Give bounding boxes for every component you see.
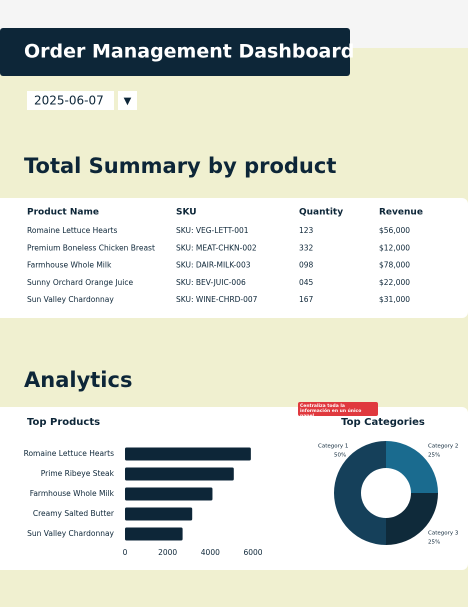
pie-slice [386, 493, 438, 545]
x-tick-label: 6000 [243, 548, 262, 557]
table-cell: 123 [299, 226, 314, 235]
legend-label: Category 1 [318, 444, 348, 450]
value-label: 25% [428, 540, 440, 546]
value-label: 25% [428, 453, 440, 459]
table-cell: 045 [299, 278, 314, 287]
column-header: Product Name [27, 208, 99, 218]
table-cell: SKU: DAIR-MILK-003 [176, 261, 251, 270]
pie-slice [334, 441, 386, 545]
table-cell: SKU: VEG-LETT-001 [176, 226, 249, 235]
chart-title: Top Products [27, 417, 100, 428]
column-header: Quantity [299, 208, 343, 218]
table-cell: $56,000 [379, 226, 410, 235]
column-header: SKU [176, 208, 197, 218]
bar [125, 527, 183, 541]
bar [125, 467, 234, 481]
table-cell: 098 [299, 261, 314, 270]
date-button[interactable] [118, 91, 137, 110]
date-button-icon[interactable]: ▼ [124, 96, 132, 107]
chart-title: Top Categories [341, 417, 425, 428]
value-label: 50% [334, 453, 346, 459]
table-cell: 167 [299, 295, 314, 304]
table-cell: $31,000 [379, 295, 410, 304]
table-cell: SKU: BEV-JUIC-006 [176, 278, 246, 287]
bar [125, 507, 193, 521]
date-input[interactable] [27, 91, 114, 110]
tooltip: Centraliza toda la información en un úni… [298, 402, 378, 419]
table-cell: SKU: MEAT-CHKN-002 [176, 243, 257, 252]
table-cell: Sun Valley Chardonnay [27, 295, 114, 304]
header-title: Order Management Dashboard [24, 41, 354, 63]
header-bar [0, 28, 350, 76]
pie-slice [386, 441, 438, 493]
table-cell: $78,000 [379, 261, 410, 270]
table-cell: SKU: WINE-CHRD-007 [176, 295, 258, 304]
table-cell: Sunny Orchard Orange Juice [27, 278, 134, 287]
column-header: Revenue [379, 208, 423, 218]
y-tick-label: Creamy Salted Butter [33, 509, 115, 518]
y-tick-label: Sun Valley Chardonnay [27, 529, 114, 538]
table-cell: Romaine Lettuce Hearts [27, 226, 117, 235]
section-title: Analytics [24, 368, 132, 392]
table-cell: $12,000 [379, 243, 410, 252]
table-cell: Premium Boneless Chicken Breast [27, 243, 155, 252]
y-tick-label: Prime Ribeye Steak [41, 469, 115, 478]
table-cell: $22,000 [379, 278, 410, 287]
legend-label: Category 3 [428, 531, 459, 537]
table-panel [0, 198, 468, 318]
legend-label: Category 2 [428, 444, 458, 450]
date-value[interactable]: 2025-06-07 [34, 94, 104, 108]
x-tick-label: 0 [123, 548, 128, 557]
x-tick-label: 2000 [158, 548, 177, 557]
bar [125, 487, 213, 501]
table-cell: 332 [299, 243, 314, 252]
section-title: Total Summary by product [24, 154, 336, 178]
x-tick-label: 4000 [201, 548, 220, 557]
y-tick-label: Farmhouse Whole Milk [30, 489, 115, 498]
table-cell: Farmhouse Whole Milk [27, 261, 112, 270]
y-tick-label: Romaine Lettuce Hearts [24, 449, 114, 458]
bar [125, 447, 251, 461]
